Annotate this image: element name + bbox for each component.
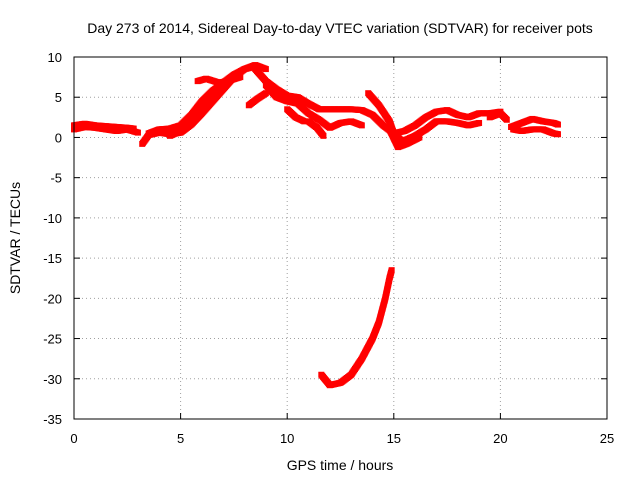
y-tick-label: -5 [50,171,62,186]
axis-ticks: 0 5 10 15 20 25 -35 -30 -25 -20 -15 -10 -5 0 5 10 [43,50,614,446]
y-tick-label: -20 [43,291,62,306]
series-track-8 [262,82,365,131]
data-point [503,116,510,123]
y-tick-label: -10 [43,211,62,226]
y-tick-label: -30 [43,372,62,387]
data-point [476,119,483,126]
data-point [237,74,244,81]
y-tick-label: -15 [43,251,62,266]
y-tick-label: 5 [55,90,62,105]
series-track-11 [305,118,327,139]
series-track-5 [166,82,227,139]
plot-area [71,62,561,389]
series-track-9 [245,90,269,109]
series-track-16 [510,126,561,138]
x-tick-label: 25 [600,431,614,446]
y-tick-label: 10 [48,50,62,65]
data-point [262,90,269,97]
data-point [554,131,561,138]
y-axis-label: SDTVAR / TECUs [7,182,23,294]
x-tick-label: 0 [70,431,77,446]
data-point [388,267,395,274]
chart-title: Day 273 of 2014, Sidereal Day-to-day VTE… [87,20,593,36]
series-track-17 [318,267,395,389]
data-point [416,134,423,141]
data-point [320,132,327,139]
x-tick-label: 20 [493,431,507,446]
series-track-6 [194,74,244,86]
x-tick-label: 10 [280,431,294,446]
plot-frame [73,56,608,420]
x-axis-label: GPS time / hours [287,457,394,473]
series-track-13 [386,126,423,151]
y-tick-label: -35 [43,412,62,427]
y-tick-label: -25 [43,332,62,347]
series-track-14 [486,110,510,123]
x-tick-label: 15 [387,431,401,446]
data-point [262,66,269,73]
data-point [358,122,365,129]
series-track-10 [284,106,308,125]
data-point [301,118,308,125]
data-point [554,121,561,128]
data-point [134,129,141,136]
x-tick-label: 5 [177,431,184,446]
y-tick-label: 0 [55,130,62,145]
